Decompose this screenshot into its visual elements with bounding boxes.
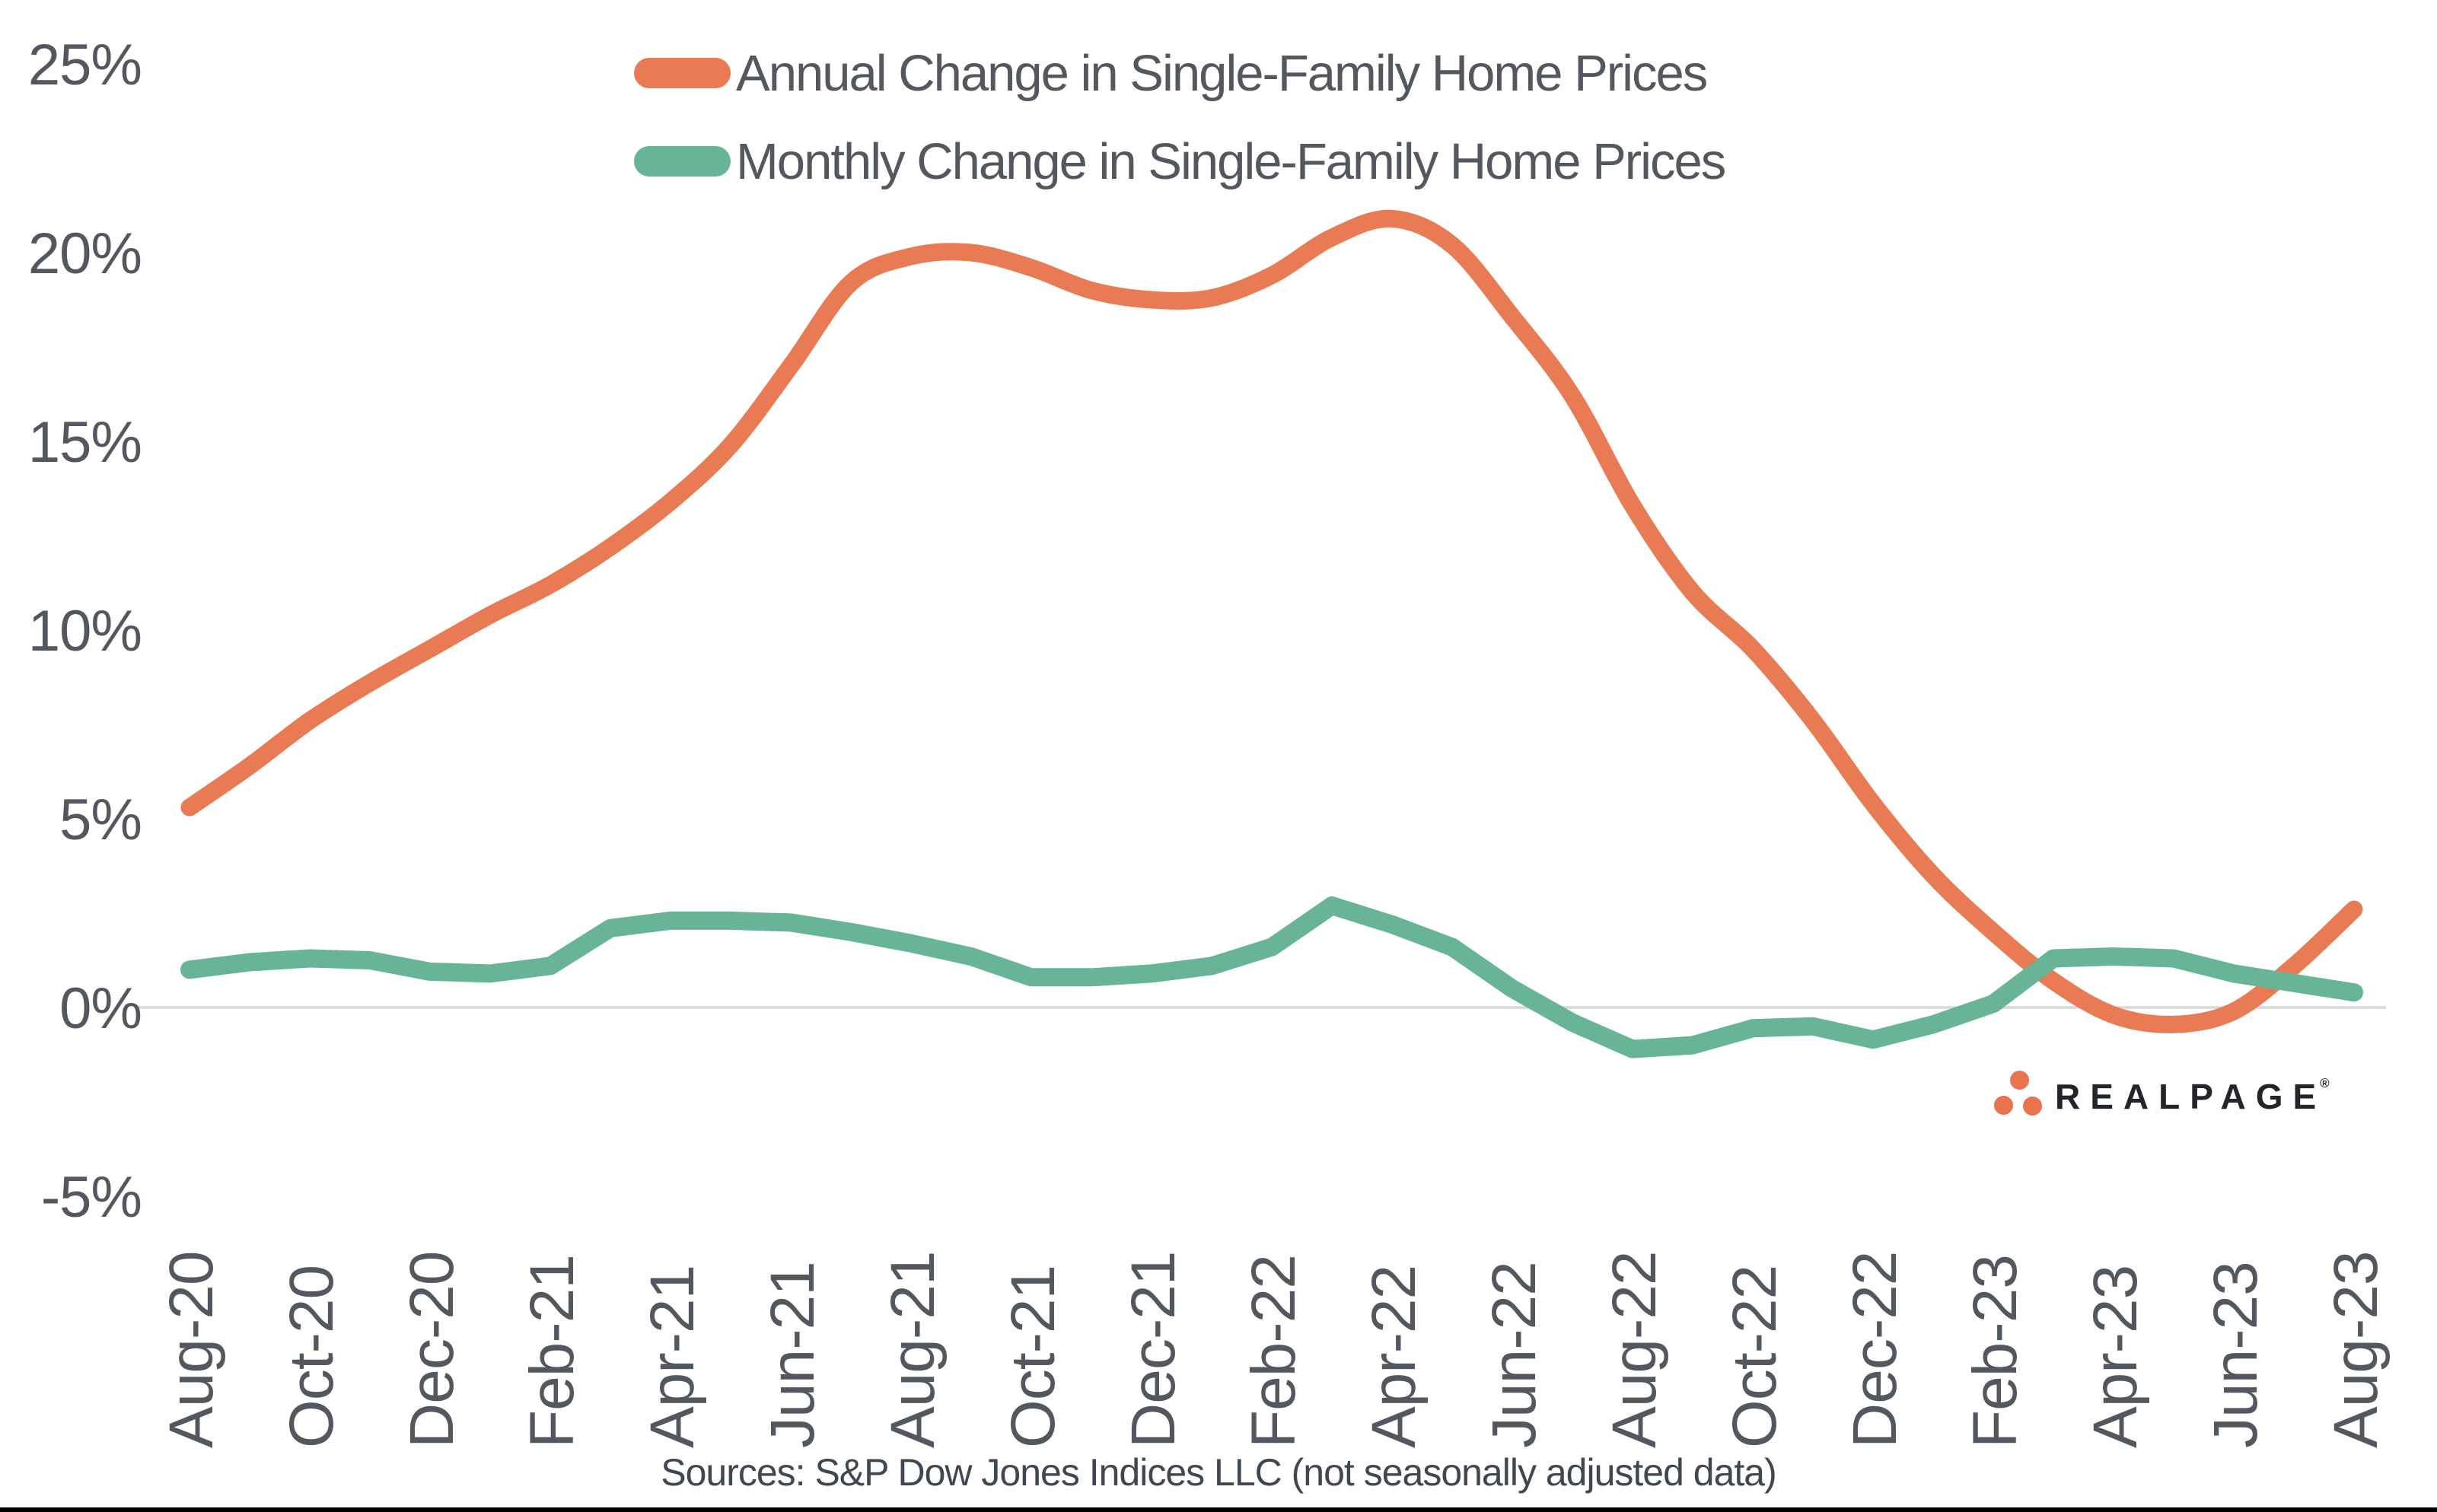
realpage-logo-dots-icon <box>1993 1064 2052 1119</box>
y-axis-label: 5% <box>59 788 142 852</box>
y-axis-label: -5% <box>41 1165 142 1230</box>
x-axis-label: Aug-23 <box>2321 1252 2391 1448</box>
y-axis-label: 0% <box>59 976 142 1041</box>
x-axis-label: Apr-22 <box>1359 1265 1429 1448</box>
monthly-change-line <box>180 896 2363 1058</box>
x-axis-label: Dec-21 <box>1119 1252 1188 1448</box>
x-axis-label: Jun-23 <box>2201 1262 2270 1448</box>
annual-series-swatch <box>634 58 731 88</box>
legend: Annual Change in Single-Family Home Pric… <box>634 48 1726 234</box>
y-axis-label: 20% <box>28 221 142 286</box>
x-axis-label: Oct-20 <box>277 1265 346 1448</box>
bottom-border <box>0 1507 2437 1512</box>
legend-label-annual: Annual Change in Single-Family Home Pric… <box>736 44 1708 102</box>
y-axis-label: 25% <box>28 33 142 97</box>
legend-item-annual: Annual Change in Single-Family Home Pric… <box>634 48 1725 99</box>
annual-change-line <box>180 209 2363 1033</box>
y-axis-label: 10% <box>28 599 142 664</box>
x-axis-label: Aug-22 <box>1600 1252 1669 1448</box>
x-axis-label: Oct-22 <box>1720 1265 1789 1448</box>
x-axis-label: Feb-21 <box>518 1255 587 1448</box>
x-axis-label: Feb-22 <box>1239 1255 1308 1448</box>
legend-label-monthly: Monthly Change in Single-Family Home Pri… <box>736 132 1726 190</box>
x-axis-label: Oct-21 <box>999 1265 1068 1448</box>
x-axis-label: Jun-22 <box>1480 1262 1549 1448</box>
y-axis-label: 15% <box>28 410 142 475</box>
x-axis-label: Aug-21 <box>878 1252 948 1448</box>
x-axis-label: Apr-23 <box>2081 1265 2150 1448</box>
legend-item-monthly: Monthly Change in Single-Family Home Pri… <box>634 136 1726 187</box>
x-axis-label: Apr-21 <box>638 1265 707 1448</box>
x-axis-label: Aug-20 <box>157 1252 226 1448</box>
realpage-logo: REALPAGE® <box>1993 1064 2330 1119</box>
x-axis-label: Dec-20 <box>397 1252 467 1448</box>
x-axis-label: Feb-23 <box>1961 1255 2030 1448</box>
registered-mark: ® <box>2320 1076 2330 1090</box>
source-attribution: Sources: S&P Dow Jones Indices LLC (not … <box>661 1451 1777 1494</box>
monthly-series-swatch <box>634 146 731 177</box>
x-axis-label: Dec-22 <box>1840 1252 1910 1448</box>
realpage-logo-text: REALPAGE® <box>2055 1076 2330 1116</box>
x-axis-label: Jun-21 <box>758 1262 827 1448</box>
